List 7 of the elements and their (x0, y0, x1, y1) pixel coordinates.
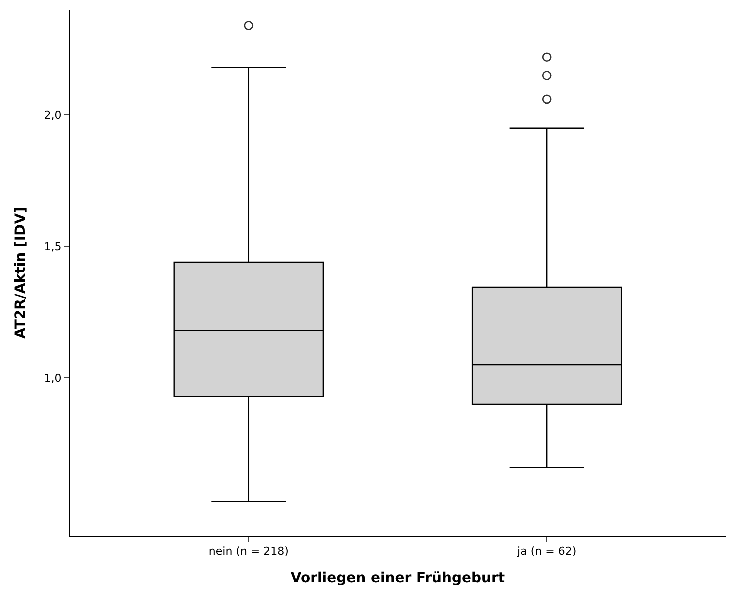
y-tick-label: 2,0 (44, 109, 62, 122)
x-tick-label: ja (n = 62) (516, 545, 577, 558)
y-axis-title: AT2R/Aktin [IDV] (12, 207, 29, 339)
x-tick-label: nein (n = 218) (208, 545, 289, 558)
x-axis-title: Vorliegen einer Frühgeburt (290, 570, 506, 586)
y-tick-label: 1,5 (44, 240, 62, 254)
y-tick-label: 1,0 (44, 372, 62, 386)
